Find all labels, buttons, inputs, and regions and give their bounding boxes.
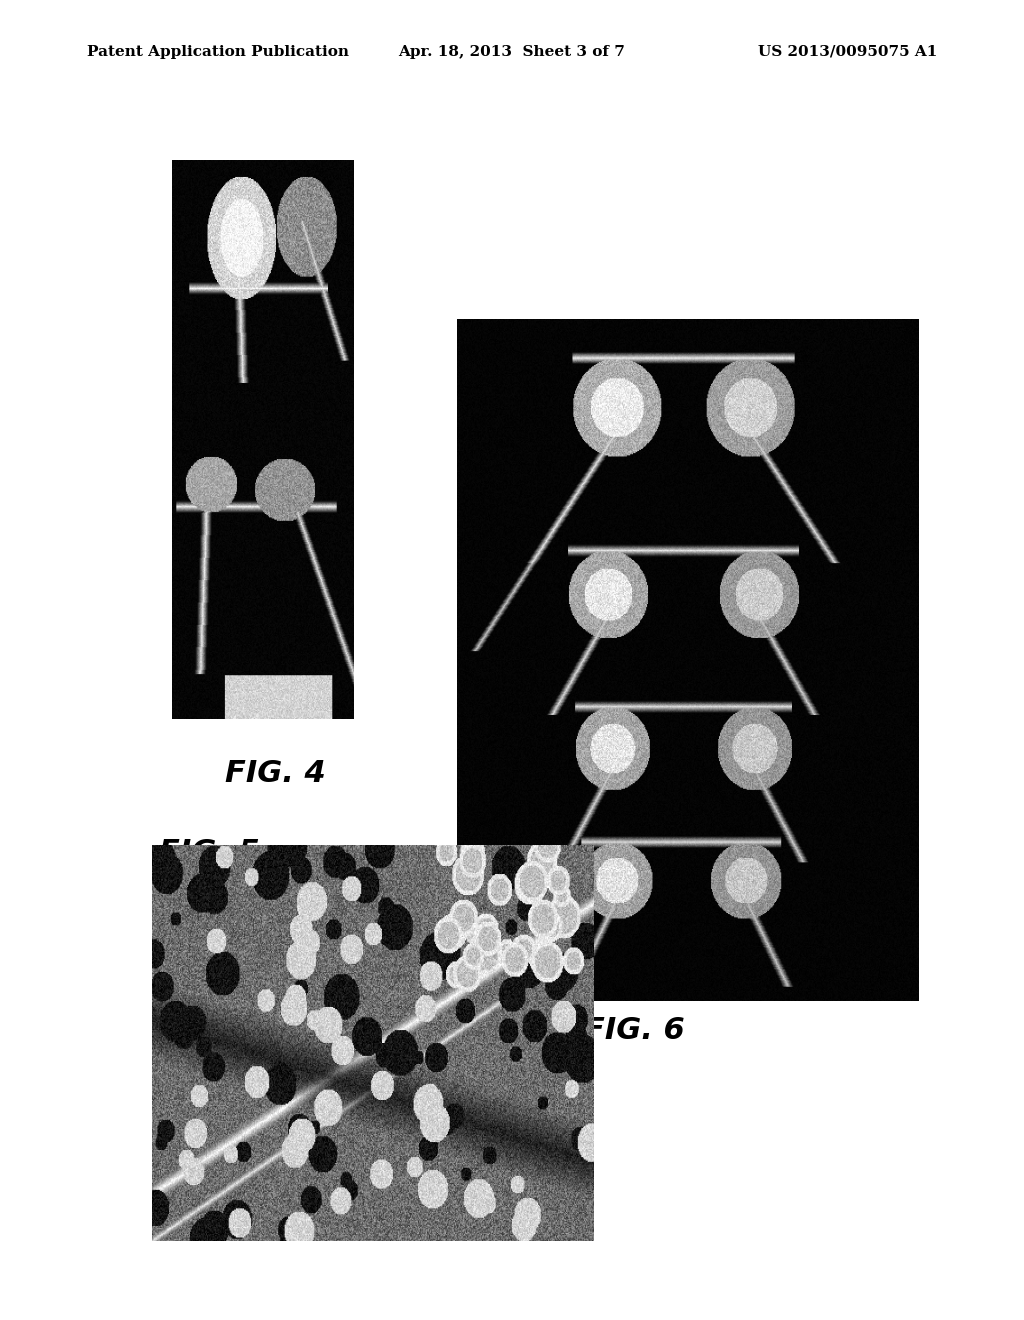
Text: FIG. 5: FIG. 5: [159, 838, 259, 867]
Text: FIG. 6: FIG. 6: [584, 1016, 684, 1045]
Text: Patent Application Publication: Patent Application Publication: [87, 45, 349, 59]
Text: FIG. 4: FIG. 4: [225, 759, 326, 788]
Text: Apr. 18, 2013  Sheet 3 of 7: Apr. 18, 2013 Sheet 3 of 7: [398, 45, 626, 59]
Text: US 2013/0095075 A1: US 2013/0095075 A1: [758, 45, 937, 59]
